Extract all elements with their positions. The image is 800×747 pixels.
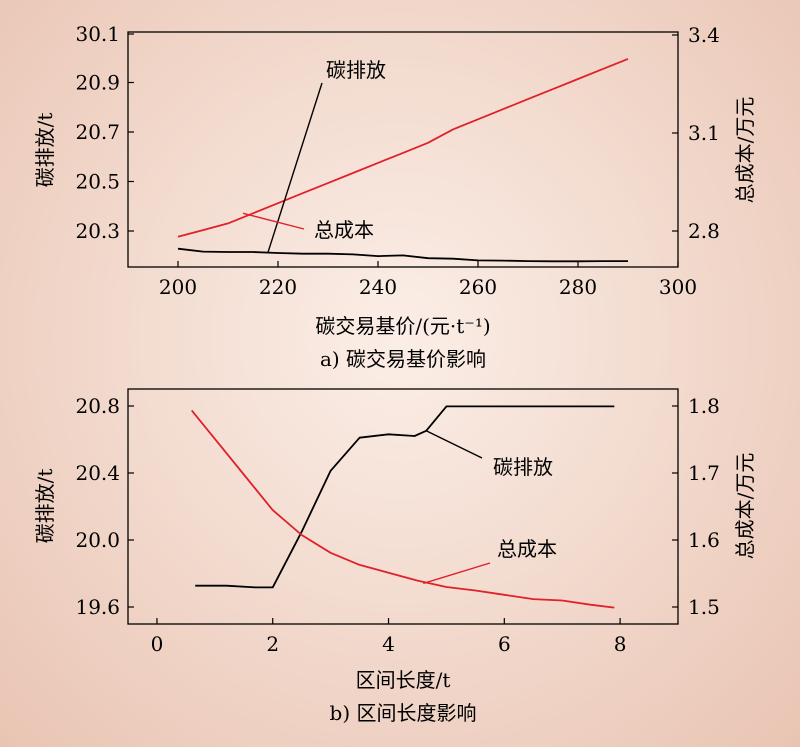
total-cost-line [177,58,629,238]
chart-a-left-y-label: 碳排放/t [33,113,57,188]
total-cost-annotation: 总成本 [314,218,374,242]
left-y-tick-label: 20.0 [75,528,120,552]
carbon-emission-annotation: 碳排放 [493,455,553,479]
chart-a-plot-frame [127,31,679,268]
chart-a-caption: a) 碳交易基价影响 [320,347,486,371]
left-y-tick-label: 30.1 [75,22,120,46]
carbon-emission-leader-line [267,82,323,253]
left-y-tick-label: 19.6 [75,595,120,619]
carbon-emission-line [195,405,615,589]
left-y-tick-label: 20.9 [75,71,120,95]
chart-a-x-ticks: 200 220 240 260 280 300 [159,261,697,299]
x-tick-label: 0 [151,632,164,656]
total-cost-annotation: 总成本 [497,537,557,561]
left-y-tick-label: 20.7 [75,120,120,144]
left-y-tick-label: 20.4 [75,461,120,485]
right-y-tick-label: 3.4 [688,23,720,47]
right-y-tick-label: 2.8 [688,219,720,243]
x-tick-label: 4 [382,632,395,656]
left-y-tick-label: 20.5 [75,170,120,194]
chart-b-right-y-ticks: 1.5 1.6 1.7 1.8 [672,394,720,619]
carbon-emission-leader-line [425,430,483,459]
chart-b-left-y-label: 碳排放/t [33,469,57,544]
left-y-tick-label: 20.3 [75,219,120,243]
chart-b-series [191,405,615,609]
right-y-tick-label: 1.8 [688,394,720,418]
x-tick-label: 2 [266,632,279,656]
chart-a-right-y-label: 总成本/万元 [733,97,757,204]
x-tick-label: 240 [359,275,397,299]
chart-b-left-y-ticks: 19.6 20.0 20.4 20.8 [75,394,134,619]
chart-b-right-y-label: 总成本/万元 [733,453,757,560]
chart-a-series [177,58,629,263]
chart-b-x-ticks: 0 2 4 6 8 [151,618,627,656]
x-tick-label: 220 [259,275,297,299]
x-tick-label: 280 [559,275,597,299]
chart-b-plot-frame [127,388,679,625]
right-y-tick-label: 1.5 [688,595,720,619]
carbon-emission-annotation: 碳排放 [326,58,386,82]
x-tick-label: 6 [498,632,511,656]
total-cost-line [191,409,615,609]
chart-b-x-label: 区间长度/t [356,668,451,692]
total-cost-leader-line [423,562,491,585]
carbon-emission-line [177,247,628,263]
right-y-tick-label: 1.6 [688,528,720,552]
left-y-tick-label: 20.8 [75,394,120,418]
chart-a: 200 220 240 260 280 300 20.320.520.720.930.1 … [33,22,757,371]
chart-a-right-y-ticks: 2.8 3.1 3.4 [672,23,720,243]
x-tick-label: 8 [614,632,627,656]
total-cost-leader-line [242,212,305,230]
x-tick-label: 260 [459,275,497,299]
x-tick-label: 200 [159,275,197,299]
chart-b-caption: b) 区间长度影响 [330,701,477,725]
chart-a-x-label: 碳交易基价/(元·t⁻¹) [315,314,490,338]
chart-a-left-y-ticks: 20.3 20.5 20.7 20.9 30.1 [75,22,134,243]
x-tick-label: 300 [659,275,697,299]
right-y-tick-label: 3.1 [688,121,720,145]
right-y-tick-label: 1.7 [688,461,720,485]
